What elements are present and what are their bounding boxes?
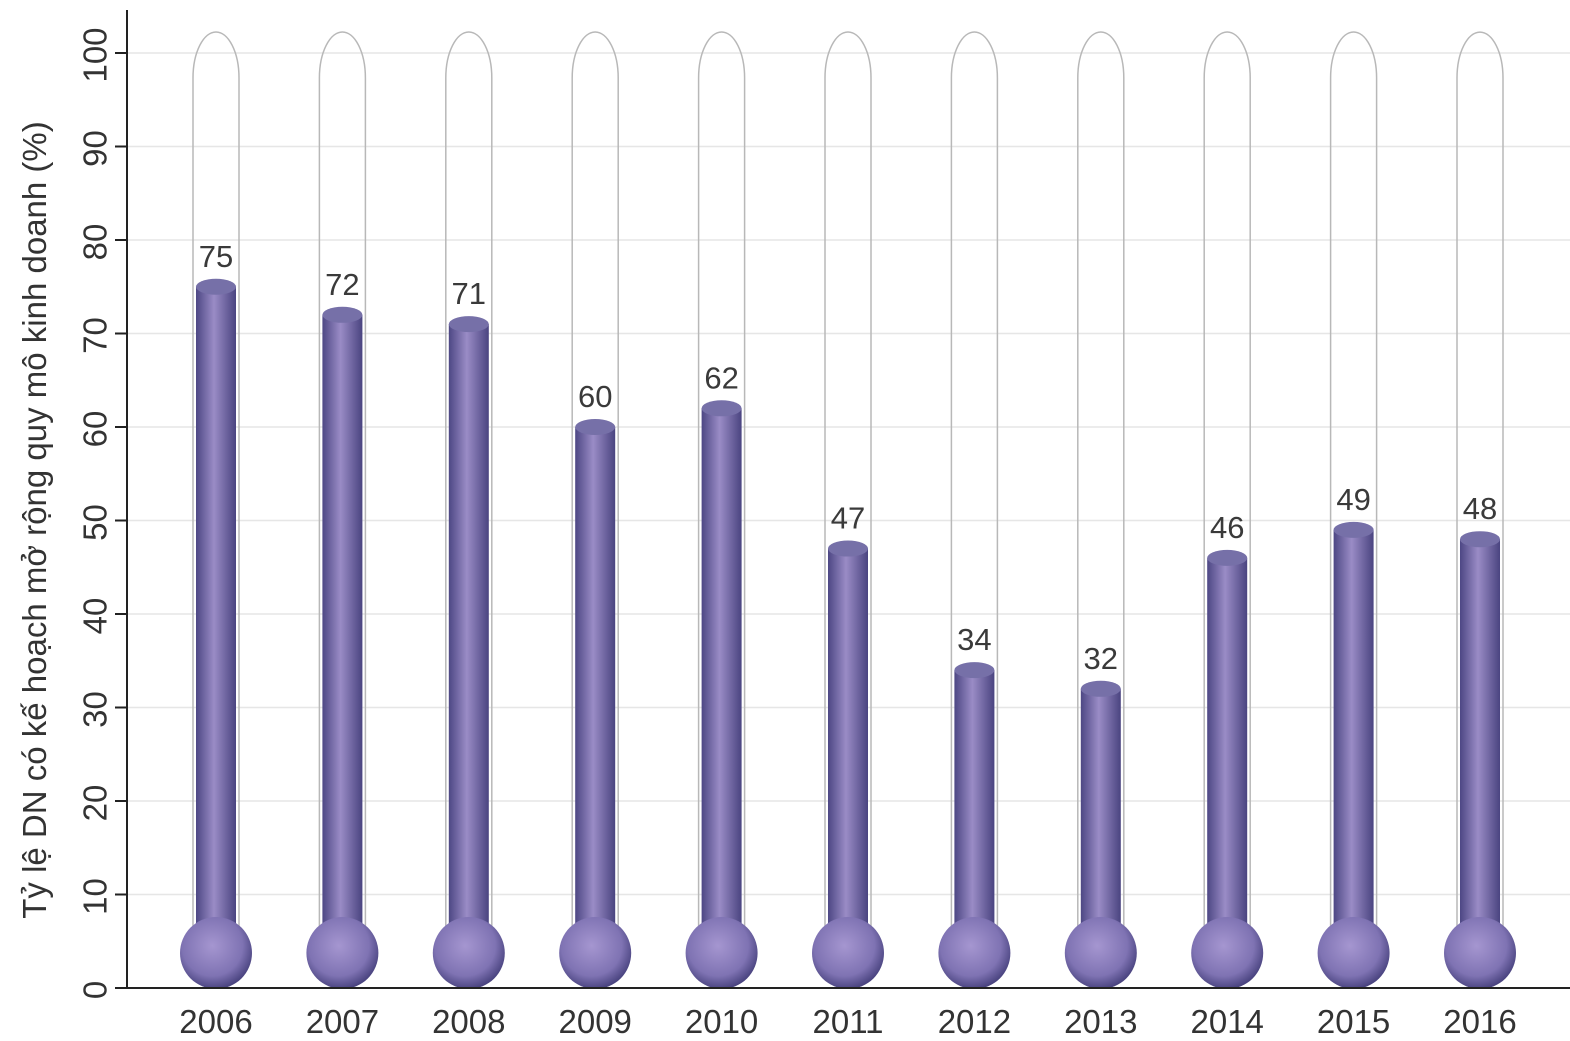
y-tick-label: 60: [77, 411, 114, 448]
data-label: 49: [1336, 482, 1370, 517]
x-tick-label: 2010: [685, 1003, 758, 1040]
bar-top-cap: [448, 316, 489, 333]
bar-top-cap: [828, 540, 868, 557]
tube-outline: [824, 31, 872, 953]
tube-outline: [1329, 31, 1378, 953]
y-axis-title: Tỷ lệ DN có kế hoạch mở rộng quy mô kinh…: [16, 121, 53, 919]
y-tick-label: 10: [77, 878, 114, 915]
bar: [1460, 539, 1500, 953]
thermometer-tubes: [192, 31, 1504, 953]
y-tick-label: 100: [77, 27, 114, 82]
bar: [322, 314, 363, 953]
x-tick-label: 2009: [558, 1003, 631, 1040]
x-tick-label: 2007: [306, 1003, 379, 1040]
bar-top-cap: [575, 419, 616, 435]
x-tick-label: 2012: [938, 1003, 1011, 1040]
tube-outline: [445, 31, 493, 953]
tube-outline: [318, 31, 367, 953]
thermometer-bulb: [432, 917, 505, 989]
tube-outline: [950, 31, 999, 953]
bar-top-cap: [954, 662, 995, 679]
bar: [1333, 529, 1374, 953]
x-tick-label: 2013: [1064, 1003, 1137, 1040]
thermometer-bulb: [1444, 917, 1516, 989]
data-label: 46: [1210, 510, 1244, 545]
bar-top-cap: [1207, 549, 1248, 566]
bar-top-cap: [196, 278, 236, 295]
bar: [828, 548, 868, 953]
data-label: 62: [704, 360, 738, 395]
y-tick-label: 50: [77, 504, 114, 541]
tube-outline: [1456, 31, 1504, 953]
thermometer-bulb: [685, 917, 758, 989]
tube-outline: [1203, 31, 1251, 953]
thermometer-bulb: [1064, 917, 1137, 989]
y-tick-label: 90: [77, 130, 114, 167]
y-tick-label: 80: [77, 224, 114, 261]
tube-outline: [1077, 31, 1125, 953]
data-label: 71: [452, 276, 486, 311]
gridlines: [128, 52, 1570, 896]
bar: [1207, 557, 1248, 953]
thermometer-bulb: [306, 917, 379, 989]
x-tick-label: 2011: [813, 1003, 884, 1040]
thermometer-bulb: [938, 917, 1011, 989]
x-tick-label: 2008: [432, 1003, 505, 1040]
bar-top-cap: [1333, 521, 1374, 538]
thermometer-bulb: [1317, 917, 1390, 989]
thermometer-bulb: [1191, 917, 1264, 989]
bars: [180, 278, 1516, 989]
bar: [575, 427, 616, 953]
y-tick-label: 40: [77, 598, 114, 635]
thermometer-bulb: [180, 917, 252, 989]
bar: [448, 324, 489, 953]
bar-top-cap: [701, 400, 742, 417]
bar-top-cap: [1080, 680, 1121, 697]
bar: [954, 670, 995, 953]
y-tick-label: 30: [77, 691, 114, 728]
data-label: 72: [325, 267, 359, 302]
y-tick-label: 20: [77, 785, 114, 822]
data-label: 75: [199, 239, 233, 274]
axes: [126, 10, 1570, 989]
tube-outline: [697, 31, 746, 953]
data-label: 48: [1463, 491, 1497, 526]
data-label: 60: [578, 379, 612, 414]
y-tick-label: 70: [77, 317, 114, 354]
bar-top-cap: [322, 306, 363, 323]
data-labels: 75 72 71 60 62 47 34 32 46 49 48: [199, 239, 1497, 676]
tube-outline: [192, 31, 240, 953]
data-label: 34: [957, 622, 991, 657]
x-tick-labels: 2006 2007 2008 2009 2010 2011 2012 2013 2014 2015…: [179, 1003, 1516, 1040]
thermometer-bulb: [812, 917, 884, 989]
bar: [1080, 688, 1121, 953]
x-tick-label: 2016: [1443, 1003, 1516, 1040]
bar-top-cap: [1460, 531, 1500, 548]
thermometer-bulb: [559, 917, 632, 989]
y-tick-label: 0: [77, 981, 114, 999]
x-tick-label: 2006: [179, 1003, 252, 1040]
data-label: 47: [831, 501, 865, 536]
y-tick-labels: 0 10 20 30 40 50 60 70 80 90 100: [77, 27, 127, 999]
bar: [701, 408, 742, 953]
x-tick-label: 2014: [1190, 1003, 1263, 1040]
tube-outline: [571, 31, 619, 953]
data-label: 32: [1084, 641, 1118, 676]
x-tick-label: 2015: [1317, 1003, 1390, 1040]
bar: [196, 286, 236, 953]
